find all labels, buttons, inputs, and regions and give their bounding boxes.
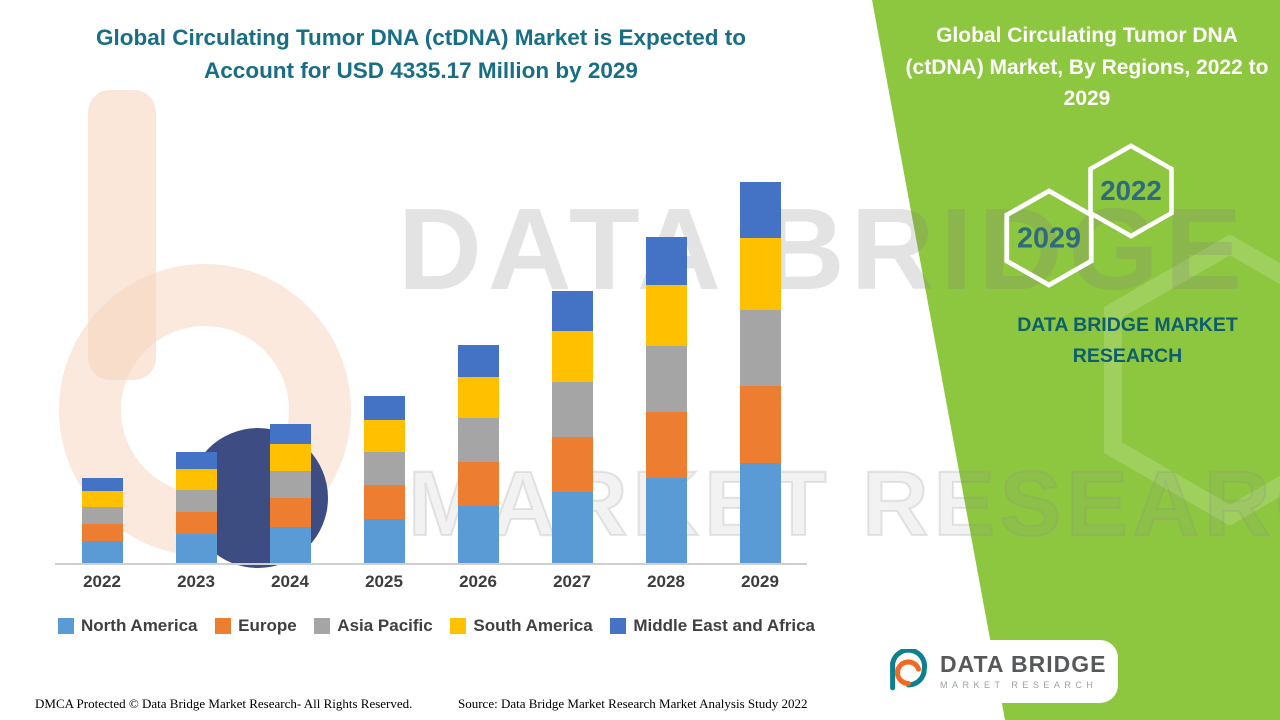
legend-label: South America	[473, 616, 593, 635]
bar-segment-asia-pacific	[175, 489, 217, 512]
bar-segment-north-america	[363, 519, 405, 563]
x-axis-label-2028: 2028	[647, 572, 685, 591]
hexagon-2022-label: 2022	[1100, 175, 1161, 206]
hexagon-watermark-icon	[1103, 235, 1280, 525]
bar-segment-asia-pacific	[739, 309, 781, 387]
bar-segment-asia-pacific	[645, 346, 687, 412]
bar-column-2024	[269, 423, 311, 563]
bar-segment-south-america	[645, 284, 687, 347]
bar-segment-asia-pacific	[363, 451, 405, 486]
hexagon-2022: 2022	[1088, 143, 1174, 239]
x-axis-label-2024: 2024	[271, 572, 309, 591]
watermark-text-line1: DATA BRIDGE	[398, 184, 1249, 314]
bar-segment-asia-pacific	[81, 507, 123, 524]
bar-column-2027	[551, 290, 593, 563]
x-axis-label-2022: 2022	[83, 572, 121, 591]
x-axis-labels: 2022 2023 2024 2025 2026 2027 2028 2029	[55, 572, 807, 592]
legend-label: Asia Pacific	[337, 616, 433, 635]
bar-segment-europe	[551, 436, 593, 492]
bar-segment-asia-pacific	[551, 382, 593, 437]
bar-column-2026	[457, 344, 499, 563]
bar-column-2022	[81, 477, 123, 563]
bar-segment-middle-east-and-africa	[457, 344, 499, 378]
dmca-text: DMCA Protected © Data Bridge Market Rese…	[35, 696, 413, 711]
bar-segment-north-america	[457, 505, 499, 563]
hexagon-2029-label: 2029	[1017, 223, 1081, 255]
bar-column-2029	[739, 181, 781, 563]
x-axis-label-2025: 2025	[365, 572, 403, 591]
bar-segment-europe	[81, 523, 123, 541]
bar-segment-south-america	[457, 377, 499, 419]
legend-item-middle-east-and-africa: Middle East and Africa	[610, 616, 815, 636]
bar-segment-middle-east-and-africa	[175, 452, 217, 469]
legend-swatch	[58, 618, 74, 634]
bar-segment-north-america	[175, 534, 217, 563]
brand-logo-card: DATA BRIDGE MARKET RESEARCH	[868, 640, 1118, 703]
bar-segment-north-america	[81, 541, 123, 563]
bar-segment-middle-east-and-africa	[363, 395, 405, 421]
bar-segment-north-america	[269, 526, 311, 563]
source-text: Source: Data Bridge Market Research Mark…	[458, 696, 808, 711]
bar-segment-asia-pacific	[457, 418, 499, 462]
legend-swatch	[610, 618, 627, 634]
legend-item-europe: Europe	[215, 616, 297, 636]
x-axis-label-2029: 2029	[741, 572, 779, 591]
legend-item-south-america: South America	[450, 616, 593, 636]
bar-segment-south-america	[269, 444, 311, 471]
legend-label: Middle East and Africa	[633, 616, 815, 635]
legend-swatch	[215, 618, 232, 634]
bar-segment-south-america	[739, 237, 781, 310]
bar-segment-middle-east-and-africa	[81, 477, 123, 491]
bar-segment-north-america	[551, 491, 593, 563]
bar-segment-europe	[175, 511, 217, 534]
bar-segment-europe	[269, 498, 311, 527]
brand-logo-icon	[890, 648, 928, 690]
bar-segment-europe	[645, 411, 687, 478]
brand-caption: DATA BRIDGE MARKET RESEARCH	[1017, 314, 1238, 368]
bar-segment-south-america	[363, 420, 405, 452]
right-panel-title: Global Circulating Tumor DNA (ctDNA) Mar…	[905, 24, 1269, 110]
hexagon-2029: 2029	[1004, 188, 1094, 288]
footer-bar: DMCA Protected © Data Bridge Market Rese…	[0, 690, 875, 720]
x-axis-label-2026: 2026	[459, 572, 497, 591]
bar-segment-europe	[457, 461, 499, 506]
x-axis-label-2027: 2027	[553, 572, 591, 591]
legend-swatch	[450, 618, 467, 634]
bar-column-2023	[175, 452, 217, 563]
bar-segment-middle-east-and-africa	[551, 290, 593, 331]
bar-segment-europe	[739, 386, 781, 464]
plot-area	[55, 176, 807, 565]
chart-headline: Global Circulating Tumor DNA (ctDNA) Mar…	[95, 25, 747, 83]
bar-segment-middle-east-and-africa	[269, 423, 311, 445]
logo-sub-text: MARKET RESEARCH	[940, 679, 1098, 690]
bar-segment-europe	[363, 485, 405, 519]
legend-label: North America	[81, 616, 198, 635]
bar-segment-south-america	[551, 330, 593, 383]
bar-segment-asia-pacific	[269, 470, 311, 499]
bar-segment-north-america	[739, 463, 781, 563]
bar-segment-south-america	[175, 468, 217, 490]
bar-segment-south-america	[81, 490, 123, 508]
legend-label: Europe	[238, 616, 297, 635]
x-axis-label-2023: 2023	[177, 572, 215, 591]
legend: North America Europe Asia Pacific South Ame…	[58, 616, 815, 636]
legend-swatch	[314, 618, 331, 634]
bar-segment-middle-east-and-africa	[645, 236, 687, 285]
bar-column-2025	[363, 395, 405, 563]
bar-segment-middle-east-and-africa	[739, 181, 781, 238]
legend-item-asia-pacific: Asia Pacific	[314, 616, 433, 636]
bar-segment-north-america	[645, 477, 687, 563]
legend-item-north-america: North America	[58, 616, 198, 636]
logo-brand-text: DATA BRIDGE	[940, 651, 1107, 678]
bar-column-2028	[645, 236, 687, 563]
